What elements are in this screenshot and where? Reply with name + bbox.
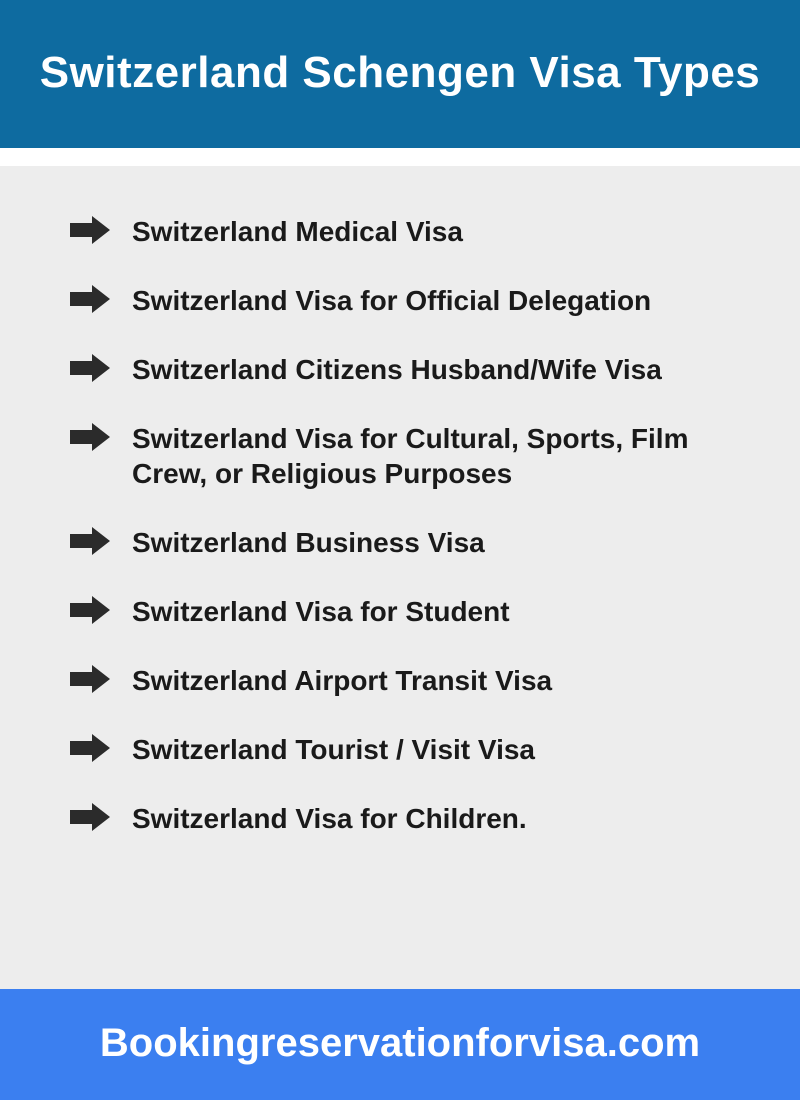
visa-type-label: Switzerland Visa for Official Delegation: [132, 283, 651, 318]
visa-type-label: Switzerland Airport Transit Visa: [132, 663, 552, 698]
visa-types-list: Switzerland Medical Visa Switzerland Vis…: [70, 214, 740, 836]
arrow-right-icon: [70, 423, 110, 451]
header-banner: Switzerland Schengen Visa Types: [0, 0, 800, 148]
footer-banner: Bookingreservationforvisa.com: [0, 989, 800, 1100]
list-item: Switzerland Business Visa: [70, 525, 740, 560]
infographic-container: Switzerland Schengen Visa Types Switzerl…: [0, 0, 800, 1100]
arrow-right-icon: [70, 216, 110, 244]
visa-type-label: Switzerland Tourist / Visit Visa: [132, 732, 535, 767]
arrow-right-icon: [70, 665, 110, 693]
arrow-right-icon: [70, 354, 110, 382]
visa-type-label: Switzerland Citizens Husband/Wife Visa: [132, 352, 662, 387]
footer-text: Bookingreservationforvisa.com: [20, 1021, 780, 1066]
list-item: Switzerland Medical Visa: [70, 214, 740, 249]
content-panel: Switzerland Medical Visa Switzerland Vis…: [0, 166, 800, 989]
visa-type-label: Switzerland Medical Visa: [132, 214, 463, 249]
page-title: Switzerland Schengen Visa Types: [20, 48, 780, 98]
header-gap: [0, 148, 800, 166]
arrow-right-icon: [70, 285, 110, 313]
visa-type-label: Switzerland Business Visa: [132, 525, 485, 560]
visa-type-label: Switzerland Visa for Children.: [132, 801, 527, 836]
arrow-right-icon: [70, 803, 110, 831]
visa-type-label: Switzerland Visa for Cultural, Sports, F…: [132, 421, 740, 491]
list-item: Switzerland Airport Transit Visa: [70, 663, 740, 698]
arrow-right-icon: [70, 734, 110, 762]
list-item: Switzerland Visa for Cultural, Sports, F…: [70, 421, 740, 491]
list-item: Switzerland Tourist / Visit Visa: [70, 732, 740, 767]
arrow-right-icon: [70, 527, 110, 555]
list-item: Switzerland Visa for Student: [70, 594, 740, 629]
list-item: Switzerland Citizens Husband/Wife Visa: [70, 352, 740, 387]
visa-type-label: Switzerland Visa for Student: [132, 594, 510, 629]
list-item: Switzerland Visa for Official Delegation: [70, 283, 740, 318]
list-item: Switzerland Visa for Children.: [70, 801, 740, 836]
arrow-right-icon: [70, 596, 110, 624]
